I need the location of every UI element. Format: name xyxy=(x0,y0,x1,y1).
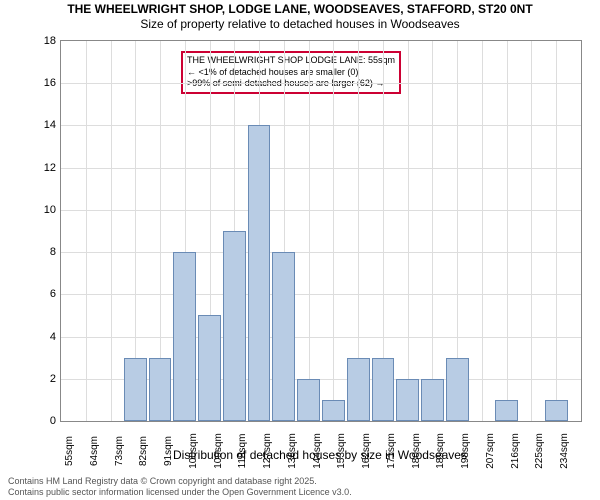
annotation-box: THE WHEELWRIGHT SHOP LODGE LANE: 55sqm ←… xyxy=(181,51,401,94)
y-tick-label: 10 xyxy=(44,204,61,216)
histogram-bar xyxy=(372,358,395,421)
x-axis-label: Distribution of detached houses by size … xyxy=(60,448,580,462)
histogram-bar xyxy=(198,315,221,421)
annotation-line: >99% of semi-detached houses are larger … xyxy=(187,78,395,90)
grid-line xyxy=(61,83,581,84)
grid-line xyxy=(61,252,581,253)
grid-line xyxy=(61,125,581,126)
y-tick-label: 4 xyxy=(50,331,61,343)
grid-line xyxy=(61,294,581,295)
grid-line xyxy=(556,41,557,421)
y-tick-label: 6 xyxy=(50,288,61,300)
histogram-bar xyxy=(124,358,147,421)
histogram-bar xyxy=(173,252,196,421)
page-title: THE WHEELWRIGHT SHOP, LODGE LANE, WOODSE… xyxy=(0,2,600,16)
histogram-bar xyxy=(322,400,345,421)
grid-line xyxy=(61,337,581,338)
y-tick-label: 8 xyxy=(50,246,61,258)
histogram-bar xyxy=(297,379,320,421)
histogram-bar xyxy=(396,379,419,421)
plot-area: THE WHEELWRIGHT SHOP LODGE LANE: 55sqm ←… xyxy=(60,40,582,422)
y-tick-label: 0 xyxy=(50,415,61,427)
y-tick-label: 16 xyxy=(44,77,61,89)
grid-line xyxy=(408,41,409,421)
grid-line xyxy=(333,41,334,421)
grid-line xyxy=(531,41,532,421)
footnote-line: Contains public sector information licen… xyxy=(8,487,352,498)
y-tick-label: 14 xyxy=(44,119,61,131)
footnote-line: Contains HM Land Registry data © Crown c… xyxy=(8,476,352,487)
footnote: Contains HM Land Registry data © Crown c… xyxy=(8,476,352,498)
histogram-bar xyxy=(545,400,568,421)
grid-line xyxy=(432,41,433,421)
grid-line xyxy=(61,168,581,169)
annotation-line: ← <1% of detached houses are smaller (0) xyxy=(187,67,395,79)
histogram-bar xyxy=(248,125,271,421)
chart-container: THE WHEELWRIGHT SHOP, LODGE LANE, WOODSE… xyxy=(0,0,600,500)
histogram-bar xyxy=(149,358,172,421)
histogram-bar xyxy=(272,252,295,421)
page-subtitle: Size of property relative to detached ho… xyxy=(0,17,600,31)
grid-line xyxy=(309,41,310,421)
y-tick-label: 12 xyxy=(44,162,61,174)
histogram-bar xyxy=(495,400,518,421)
histogram-bar xyxy=(421,379,444,421)
histogram-bar xyxy=(347,358,370,421)
grid-line xyxy=(507,41,508,421)
grid-line xyxy=(86,41,87,421)
grid-line xyxy=(111,41,112,421)
histogram-bar xyxy=(223,231,246,421)
grid-line xyxy=(61,210,581,211)
grid-line xyxy=(482,41,483,421)
y-tick-label: 18 xyxy=(44,35,61,47)
y-tick-label: 2 xyxy=(50,373,61,385)
histogram-bar xyxy=(446,358,469,421)
annotation-line: THE WHEELWRIGHT SHOP LODGE LANE: 55sqm xyxy=(187,55,395,67)
